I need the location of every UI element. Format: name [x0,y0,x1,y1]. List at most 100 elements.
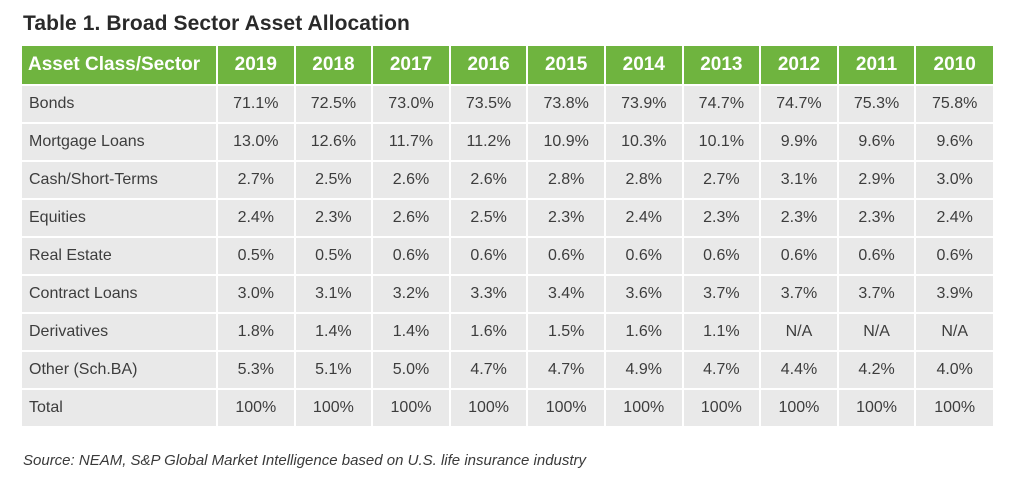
column-header-2014: 2014 [604,46,684,85]
column-header-2015: 2015 [527,46,606,85]
table-cell: 3.6% [604,274,684,313]
table-cell: 12.6% [294,122,374,161]
table-cell: 3.7% [682,274,762,313]
table-cell: 0.6% [837,236,917,275]
table-cell: 100% [604,388,684,426]
column-header-2012: 2012 [760,46,839,85]
table-row: Contract Loans 3.0% 3.1% 3.2% 3.3% 3.4% 3.6% 3.… [22,274,993,313]
table-cell: 100% [449,388,529,426]
table-cell: 2.9% [837,160,917,199]
table-cell: 100% [837,388,917,426]
table-cell: 4.7% [682,350,762,389]
table-cell: 4.4% [760,350,839,389]
table-cell: 0.6% [604,236,684,275]
table-cell: 100% [294,388,374,426]
column-header-2011: 2011 [837,46,917,85]
row-label: Total [22,388,218,426]
table-cell: 100% [915,388,993,426]
table-cell: 1.4% [372,312,451,351]
table-cell: 0.6% [527,236,606,275]
table-cell: 73.5% [449,84,529,123]
table-cell: 2.5% [294,160,374,199]
table-cell: 1.8% [217,312,296,351]
column-header-2010: 2010 [915,46,993,85]
table-row: Real Estate 0.5% 0.5% 0.6% 0.6% 0.6% 0.6% 0.6% 0… [22,236,993,275]
table-cell: 2.4% [915,198,993,237]
table-cell: 2.4% [217,198,296,237]
table-cell: N/A [837,312,917,351]
source-note: Source: NEAM, S&P Global Market Intellig… [23,452,587,469]
table-row: Other (Sch.BA) 5.3% 5.1% 5.0% 4.7% 4.7% 4.9% 4.… [22,350,993,389]
table-cell: 9.9% [760,122,839,161]
column-header-2019: 2019 [217,46,296,85]
row-label: Cash/Short-Terms [22,160,218,199]
table-cell: 2.6% [372,198,451,237]
table-cell: 2.3% [527,198,606,237]
table-row: Total 100% 100% 100% 100% 100% 100% 100% 100% 100… [22,388,993,426]
table-cell: 4.2% [837,350,917,389]
table-cell: N/A [915,312,993,351]
row-label: Contract Loans [22,274,218,313]
table-cell: 73.0% [372,84,451,123]
table-cell: 3.0% [217,274,296,313]
table-cell: 4.9% [604,350,684,389]
table-cell: 73.8% [527,84,606,123]
table-cell: 2.6% [449,160,529,199]
table-cell: 2.4% [604,198,684,237]
table-row: Cash/Short-Terms 2.7% 2.5% 2.6% 2.6% 2.8% 2.8%… [22,160,993,199]
table-cell: 2.8% [527,160,606,199]
table-cell: 10.9% [527,122,606,161]
table-cell: 72.5% [294,84,374,123]
row-label: Equities [22,198,218,237]
asset-allocation-table: Asset Class/Sector 2019 2018 2017 2016 2… [22,46,993,426]
row-label: Real Estate [22,236,218,275]
table-cell: 75.8% [915,84,993,123]
table-cell: 0.6% [760,236,839,275]
table-cell: 2.7% [682,160,762,199]
table-cell: 2.3% [294,198,374,237]
table-cell: 9.6% [837,122,917,161]
table-cell: 73.9% [604,84,684,123]
table-cell: 11.2% [449,122,529,161]
table-cell: 2.3% [682,198,762,237]
row-label: Bonds [22,84,218,123]
table-row: Mortgage Loans 13.0% 12.6% 11.7% 11.2% 10.9% 1… [22,122,993,161]
row-label: Mortgage Loans [22,122,218,161]
table-cell: 3.9% [915,274,993,313]
table-cell: 2.7% [217,160,296,199]
column-header-2017: 2017 [372,46,451,85]
table-cell: 0.5% [294,236,374,275]
column-header-2013: 2013 [682,46,762,85]
table-cell: 1.6% [449,312,529,351]
table-cell: 3.1% [294,274,374,313]
table-cell: 4.7% [449,350,529,389]
table-cell: 10.1% [682,122,762,161]
table-cell: 3.2% [372,274,451,313]
table-cell: 3.4% [527,274,606,313]
column-header-2016: 2016 [449,46,529,85]
table-cell: N/A [760,312,839,351]
table-cell: 9.6% [915,122,993,161]
table-cell: 0.6% [372,236,451,275]
table-cell: 11.7% [372,122,451,161]
table-cell: 2.6% [372,160,451,199]
table-cell: 0.6% [449,236,529,275]
table-cell: 4.0% [915,350,993,389]
table-cell: 100% [682,388,762,426]
table-cell: 2.3% [760,198,839,237]
table-cell: 2.8% [604,160,684,199]
table-cell: 100% [372,388,451,426]
table-cell: 1.4% [294,312,374,351]
table-cell: 0.5% [217,236,296,275]
table-cell: 75.3% [837,84,917,123]
table-cell: 5.3% [217,350,296,389]
table-header-row: Asset Class/Sector 2019 2018 2017 2016 2… [22,46,993,85]
table-row: Equities 2.4% 2.3% 2.6% 2.5% 2.3% 2.4% 2.3% 2.3%… [22,198,993,237]
row-label: Other (Sch.BA) [22,350,218,389]
table-cell: 13.0% [217,122,296,161]
table-cell: 3.1% [760,160,839,199]
table-cell: 1.6% [604,312,684,351]
table-cell: 0.6% [682,236,762,275]
column-header-asset-class: Asset Class/Sector [22,46,218,85]
table-cell: 3.7% [760,274,839,313]
